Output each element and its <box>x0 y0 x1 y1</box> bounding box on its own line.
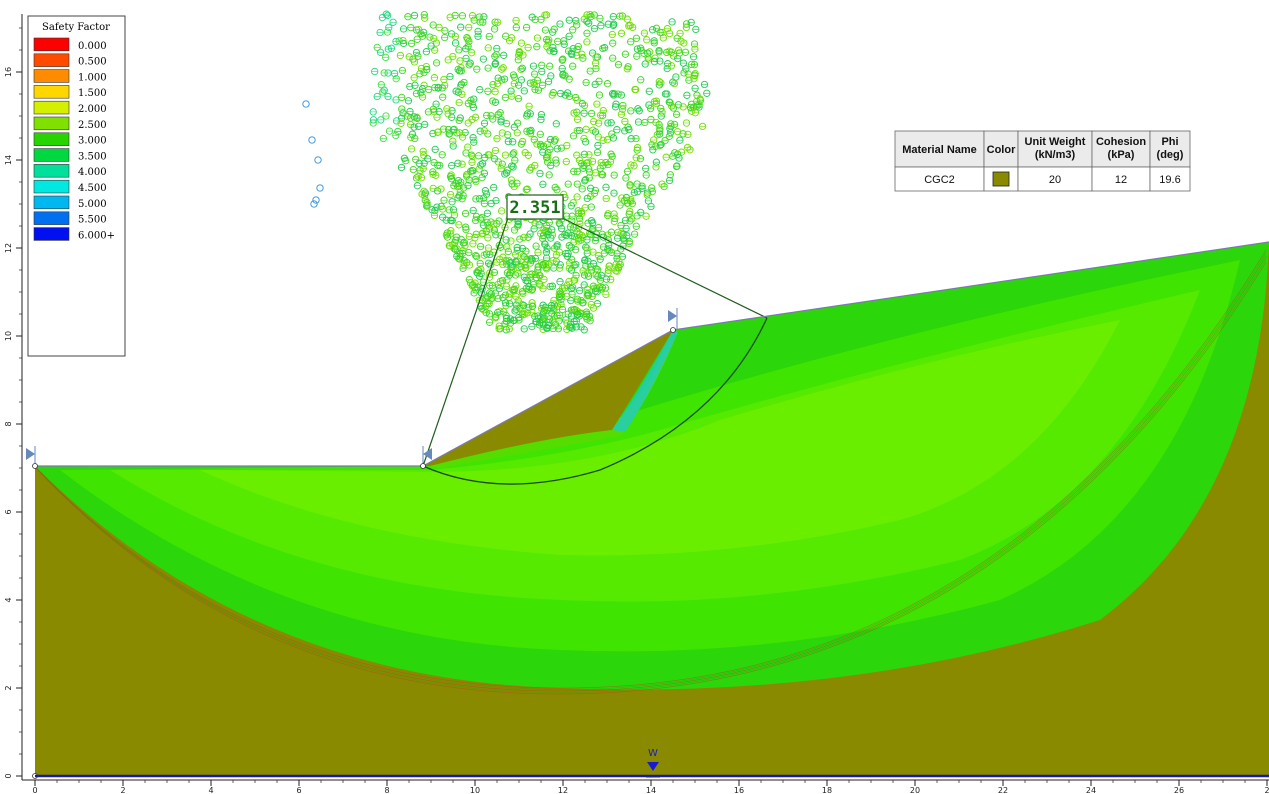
legend-swatch <box>33 164 70 178</box>
critical-surface <box>422 217 768 485</box>
table-cell-text: 20 <box>1049 174 1061 186</box>
x-tick-label: 16 <box>734 786 744 794</box>
y-tick-label: 2 <box>4 685 13 690</box>
legend-swatch <box>33 116 70 131</box>
slip-center-grid <box>302 10 711 334</box>
x-tick-label: 24 <box>1086 786 1096 794</box>
legend-label: 4.500 <box>78 183 107 194</box>
legend-title: Safety Factor <box>42 22 110 33</box>
table-header-text: (kN/m3) <box>1035 149 1076 161</box>
table-header-text: Cohesion <box>1096 136 1146 148</box>
legend-swatch <box>33 53 70 67</box>
legend-label: 0.000 <box>78 41 107 52</box>
table-header-cell <box>1149 130 1191 168</box>
legend-label: 3.000 <box>78 136 107 147</box>
legend-label: 5.000 <box>78 199 107 210</box>
legend-label: 4.000 <box>78 167 107 178</box>
table-header-text: Unit Weight <box>1025 136 1086 148</box>
x-tick-label: 22 <box>998 786 1008 794</box>
table-cell-text: CGC2 <box>924 174 955 186</box>
legend-label: 5.500 <box>78 215 107 226</box>
left-limit-marker[interactable] <box>26 448 35 460</box>
x-tick-label: 26 <box>1174 786 1184 794</box>
safety-factor-legend: Safety Factor 0.000 0.500 1.000 1.500 2.000 2… <box>27 15 126 357</box>
table-header-text: (deg) <box>1157 149 1184 161</box>
critical-fs-label[interactable]: 2.351 <box>506 194 564 220</box>
x-axis-ticks: 0 2 4 6 8 10 12 14 16 18 20 22 24 26 2 <box>32 780 1269 794</box>
slip-surface-fan <box>35 242 1269 695</box>
table-header-text: Material Name <box>902 144 977 156</box>
legend-swatch <box>33 85 70 99</box>
table-header-cell <box>1091 130 1151 168</box>
y-tick-label: 10 <box>4 331 13 341</box>
legend-label: 0.500 <box>78 57 107 68</box>
y-axis-ticks: 0 2 4 6 8 10 12 14 16 <box>4 27 22 779</box>
y-tick-label: 12 <box>4 243 13 253</box>
x-tick-label: 2 <box>120 786 125 794</box>
water-table-icon[interactable] <box>647 762 659 771</box>
y-tick-label: 0 <box>4 773 13 778</box>
critical-radius-line-right <box>561 217 768 319</box>
x-tick-label: 20 <box>910 786 920 794</box>
table-header-cell <box>983 130 1019 168</box>
x-tick-label: 14 <box>646 786 656 794</box>
x-tick-label: 2 <box>1264 786 1269 794</box>
y-tick-label: 4 <box>4 597 13 602</box>
legend-swatch <box>33 211 70 225</box>
x-tick-label: 12 <box>558 786 568 794</box>
legend-label: 2.000 <box>78 104 107 115</box>
table-cell-text: 19.6 <box>1159 174 1180 186</box>
ground-surface-line <box>35 241 1269 467</box>
legend-label: 1.000 <box>78 72 107 83</box>
water-table-label: W <box>648 748 658 759</box>
x-tick-label: 10 <box>470 786 480 794</box>
materials-table: Material Name Color Unit Weight(kN/m3) Cohe… <box>894 130 1191 192</box>
table-cell-text: 12 <box>1115 174 1127 186</box>
table-header-text: (kPa) <box>1108 149 1135 161</box>
table-header-cell <box>894 130 985 168</box>
table-cell <box>1149 166 1191 192</box>
y-tick-label: 14 <box>4 155 13 165</box>
legend-swatch <box>33 37 70 52</box>
critical-fs-value: 2.351 <box>509 198 560 218</box>
legend-swatch <box>33 148 70 162</box>
legend-swatch <box>33 100 70 115</box>
legend-label: 3.500 <box>78 151 107 162</box>
legend-label: 2.500 <box>78 120 107 131</box>
legend-swatch <box>33 179 70 194</box>
y-tick-label: 16 <box>4 67 13 77</box>
x-tick-label: 4 <box>208 786 213 794</box>
table-header-text: Phi <box>1161 136 1178 148</box>
x-tick-label: 8 <box>384 786 389 794</box>
critical-radius-line-left <box>422 217 509 467</box>
x-tick-label: 6 <box>296 786 301 794</box>
material-color-swatch <box>992 171 1010 187</box>
table-cell <box>1017 166 1093 192</box>
table-cell <box>894 166 985 192</box>
legend-label: 1.500 <box>78 88 107 99</box>
crest-limit-marker[interactable] <box>668 310 677 322</box>
legend-swatch <box>33 132 70 146</box>
legend-swatch <box>33 195 70 210</box>
slip-surface-blue-streak <box>612 330 678 432</box>
y-tick-label: 6 <box>4 509 13 514</box>
y-tick-label: 8 <box>4 421 13 426</box>
toe-limit-marker[interactable] <box>423 448 432 460</box>
legend-swatch <box>33 227 70 241</box>
x-tick-label: 0 <box>32 786 37 794</box>
table-header-cell <box>1017 130 1093 168</box>
x-tick-label: 18 <box>822 786 832 794</box>
table-header-text: Color <box>987 144 1016 156</box>
legend-swatch <box>33 69 70 83</box>
critical-slip-arc <box>422 317 768 485</box>
legend-label: 6.000+ <box>78 230 115 241</box>
